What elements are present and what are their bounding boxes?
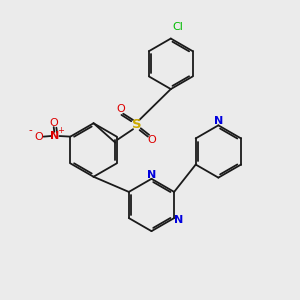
Text: N: N [174,215,183,225]
Text: O: O [49,118,58,128]
Text: Cl: Cl [172,22,183,32]
Text: -: - [28,125,32,135]
Text: N: N [214,116,224,127]
Text: N: N [148,170,157,180]
Text: O: O [116,104,125,114]
Text: +: + [57,126,64,135]
Text: O: O [148,135,157,145]
Text: S: S [132,118,141,131]
Text: N: N [50,131,59,141]
Text: O: O [34,132,43,142]
